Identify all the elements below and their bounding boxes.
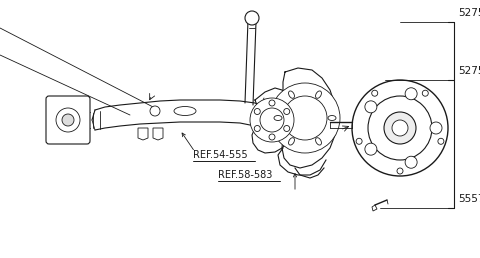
- Circle shape: [405, 156, 417, 168]
- Ellipse shape: [288, 91, 294, 98]
- Text: REF.58-583: REF.58-583: [218, 170, 272, 180]
- Circle shape: [269, 134, 275, 140]
- Ellipse shape: [288, 138, 294, 145]
- Circle shape: [372, 90, 378, 96]
- Circle shape: [254, 125, 260, 132]
- Polygon shape: [138, 128, 148, 140]
- Circle shape: [62, 114, 74, 126]
- Circle shape: [254, 109, 260, 115]
- Circle shape: [269, 100, 275, 106]
- Circle shape: [368, 96, 432, 160]
- Circle shape: [352, 80, 448, 176]
- FancyBboxPatch shape: [46, 96, 90, 144]
- Circle shape: [250, 98, 294, 142]
- Text: 55579: 55579: [458, 194, 480, 204]
- Circle shape: [384, 112, 416, 144]
- Circle shape: [422, 90, 428, 96]
- Circle shape: [365, 101, 377, 113]
- Ellipse shape: [174, 107, 196, 116]
- Circle shape: [392, 120, 408, 136]
- Circle shape: [245, 11, 259, 25]
- Circle shape: [430, 122, 442, 134]
- Polygon shape: [372, 205, 377, 211]
- Circle shape: [284, 109, 290, 115]
- Ellipse shape: [315, 91, 322, 98]
- Circle shape: [283, 96, 327, 140]
- Circle shape: [405, 88, 417, 100]
- Circle shape: [438, 138, 444, 144]
- Circle shape: [150, 106, 160, 116]
- Circle shape: [260, 108, 284, 132]
- Ellipse shape: [328, 116, 336, 120]
- Circle shape: [356, 138, 362, 144]
- Polygon shape: [153, 128, 163, 140]
- Ellipse shape: [315, 138, 322, 145]
- Ellipse shape: [274, 116, 282, 120]
- Circle shape: [365, 143, 377, 155]
- Circle shape: [56, 108, 80, 132]
- Circle shape: [284, 125, 290, 132]
- Text: 52752: 52752: [458, 66, 480, 76]
- Circle shape: [397, 168, 403, 174]
- Circle shape: [270, 83, 340, 153]
- Text: 52750: 52750: [458, 8, 480, 18]
- Text: REF.54-555: REF.54-555: [193, 150, 248, 160]
